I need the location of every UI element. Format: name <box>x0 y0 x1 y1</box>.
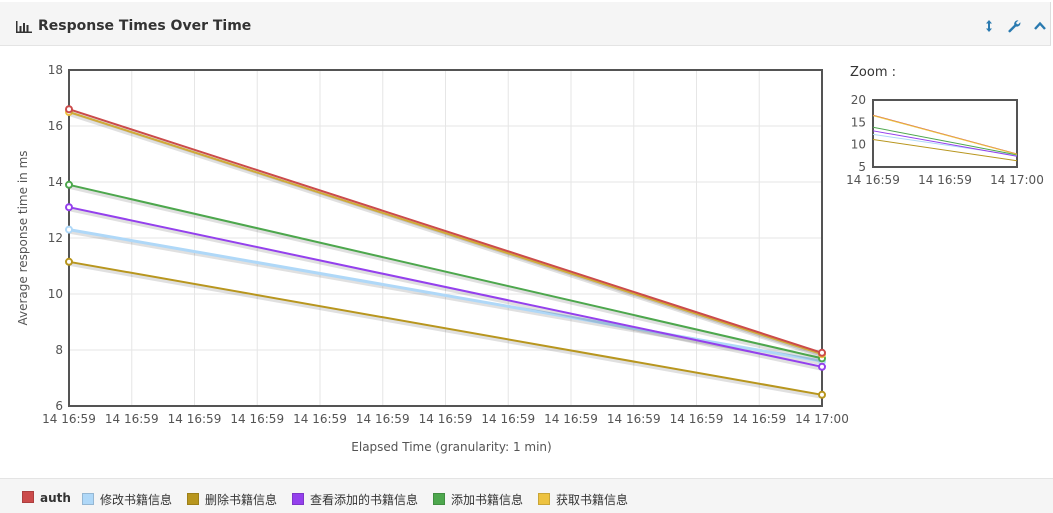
x-tick-label: 14 16:59 <box>356 412 410 426</box>
zoom-x-tick-label: 14 17:00 <box>990 173 1044 187</box>
wrench-icon[interactable] <box>1007 19 1021 33</box>
panel-title: Response Times Over Time <box>38 18 252 34</box>
legend: auth 修改书籍信息 删除书籍信息 查看添加的书籍信息 添加书籍信息 获取书籍… <box>0 478 1053 513</box>
x-tick-label: 14 16:59 <box>105 412 159 426</box>
x-tick-label: 14 16:59 <box>607 412 661 426</box>
panel-header: Response Times Over Time <box>0 2 1051 46</box>
zoom-x-tick-label: 14 16:59 <box>846 173 900 187</box>
zoom-chart[interactable]: 5 10 15 20 14 16:59 14 16:59 14 17:00 <box>840 88 1050 198</box>
x-tick-label: 14 16:59 <box>230 412 284 426</box>
data-point <box>65 257 73 266</box>
x-tick-label: 14 16:59 <box>293 412 347 426</box>
zoom-title: Zoom : <box>850 65 896 80</box>
data-point <box>818 348 826 357</box>
x-tick-label: 14 17:00 <box>795 412 849 426</box>
data-point <box>65 225 73 234</box>
y-tick-label: 16 <box>48 119 63 133</box>
legend-label: 修改书籍信息 <box>100 493 173 507</box>
series-line <box>68 260 823 396</box>
legend-swatch <box>292 493 304 505</box>
data-point <box>65 180 73 189</box>
y-tick-label: 18 <box>48 63 63 77</box>
legend-item-get[interactable]: 获取书籍信息 <box>538 491 629 507</box>
series-shadow <box>68 261 823 399</box>
legend-label: 获取书籍信息 <box>556 493 629 507</box>
data-point <box>818 362 826 371</box>
legend-swatch <box>538 493 550 505</box>
zoom-series-line <box>872 130 1018 157</box>
legend-item-view-added[interactable]: 查看添加的书籍信息 <box>292 491 419 507</box>
series-line <box>68 111 823 356</box>
x-axis-label: Elapsed Time (granularity: 1 min) <box>351 440 551 454</box>
collapse-icon[interactable] <box>1033 19 1047 33</box>
zoom-y-tick-label: 5 <box>858 160 866 174</box>
data-point <box>65 203 73 212</box>
zoom-y-tick-label: 15 <box>851 115 866 129</box>
legend-item-auth[interactable]: auth <box>22 491 71 505</box>
series-shadow <box>68 112 823 359</box>
y-tick-label: 12 <box>48 231 63 245</box>
series-line <box>68 206 823 368</box>
y-axis-label: Average response time in ms <box>16 150 30 325</box>
zoom-x-tick-label: 14 16:59 <box>918 173 972 187</box>
bar-chart-icon <box>16 21 32 33</box>
x-tick-label: 14 16:59 <box>168 412 222 426</box>
series-shadow <box>68 109 823 357</box>
legend-label: 添加书籍信息 <box>451 493 524 507</box>
resize-icon[interactable] <box>982 19 996 33</box>
legend-item-modify[interactable]: 修改书籍信息 <box>82 491 173 507</box>
y-tick-label: 14 <box>48 175 63 189</box>
x-tick-label: 14 16:59 <box>544 412 598 426</box>
legend-label: auth <box>40 491 71 505</box>
legend-label: 查看添加的书籍信息 <box>310 493 419 507</box>
x-tick-label: 14 16:59 <box>42 412 96 426</box>
data-point <box>65 105 73 114</box>
series-shadow <box>68 184 823 363</box>
legend-item-delete[interactable]: 删除书籍信息 <box>187 491 278 507</box>
zoom-y-tick-label: 10 <box>851 138 866 152</box>
x-tick-label: 14 16:59 <box>419 412 473 426</box>
x-tick-label: 14 16:59 <box>732 412 786 426</box>
zoom-series-line <box>872 139 1018 162</box>
series-shadow <box>68 207 823 371</box>
zoom-y-tick-label: 20 <box>851 93 866 107</box>
zoom-series-line <box>872 126 1018 156</box>
zoom-frame <box>872 99 1018 168</box>
legend-swatch <box>22 491 34 503</box>
series-shadow <box>68 229 823 366</box>
x-tick-label: 14 16:59 <box>481 412 535 426</box>
legend-swatch <box>433 493 445 505</box>
y-tick-label: 8 <box>55 343 63 357</box>
legend-swatch <box>187 493 199 505</box>
legend-item-add[interactable]: 添加书籍信息 <box>433 491 524 507</box>
zoom-series-line <box>872 115 1018 155</box>
data-point <box>818 390 826 399</box>
y-tick-label: 6 <box>55 399 63 413</box>
series-line <box>68 108 823 354</box>
main-chart[interactable]: 6 8 10 12 14 16 18 14 16:59 14 16:59 14 16:59 14 1… <box>0 46 850 476</box>
x-tick-label: 14 16:59 <box>670 412 724 426</box>
series-line <box>68 183 823 360</box>
plot-frame <box>68 69 823 407</box>
y-tick-label: 10 <box>48 287 63 301</box>
legend-swatch <box>82 493 94 505</box>
legend-label: 删除书籍信息 <box>205 493 278 507</box>
